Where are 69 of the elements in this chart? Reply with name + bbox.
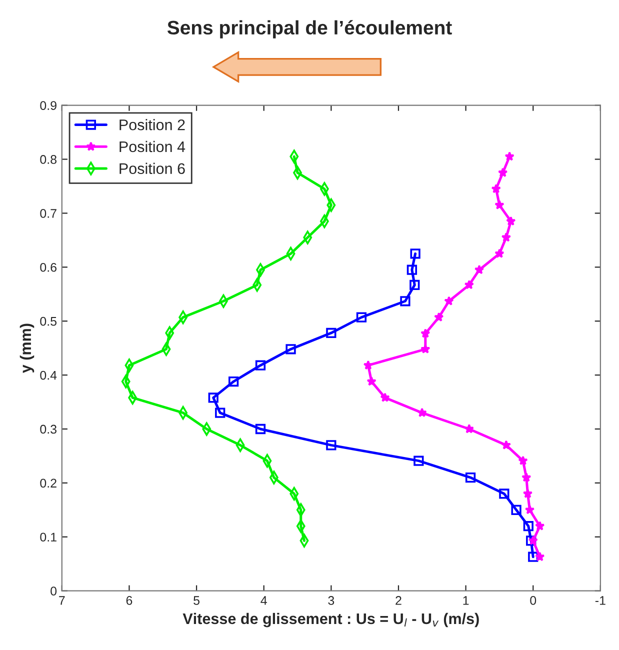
y-tick-label: 0 bbox=[50, 586, 57, 596]
point bbox=[366, 376, 376, 386]
point bbox=[356, 312, 367, 322]
point bbox=[255, 424, 266, 434]
point bbox=[491, 184, 501, 194]
y-tick-label: 0.5 bbox=[40, 316, 57, 326]
x-tick-label: 1 bbox=[463, 596, 469, 605]
point bbox=[498, 168, 508, 178]
point bbox=[400, 296, 410, 306]
point bbox=[326, 440, 336, 450]
point bbox=[380, 392, 390, 402]
y-tick-label: 0.1 bbox=[40, 532, 56, 542]
point bbox=[406, 264, 418, 275]
y-tick-label: 0.4 bbox=[40, 370, 57, 380]
x-tick-label: 3 bbox=[328, 596, 334, 605]
y-tick-label: 0.3 bbox=[40, 424, 56, 434]
point bbox=[410, 280, 420, 290]
point bbox=[494, 248, 504, 258]
chart-title: Sens principal de l’écoulement bbox=[167, 20, 452, 38]
legend-label: Position 6 bbox=[120, 162, 185, 174]
point bbox=[501, 232, 512, 242]
point bbox=[534, 552, 545, 562]
point bbox=[420, 344, 430, 354]
point bbox=[518, 456, 528, 466]
x-axis-title: Vitesse de glissement : Us = U$_{l}$ - U$_{v}$ (m/s) bbox=[182, 612, 479, 628]
legend-label: Position 4 bbox=[120, 140, 186, 152]
x-tick-label: 0 bbox=[530, 596, 536, 605]
point bbox=[464, 424, 474, 434]
point bbox=[511, 504, 522, 515]
point bbox=[494, 200, 504, 210]
point bbox=[499, 488, 510, 499]
point bbox=[524, 504, 535, 514]
point bbox=[420, 328, 430, 338]
y-tick-label: 0.9 bbox=[40, 101, 56, 110]
x-tick-label: 2 bbox=[396, 596, 402, 605]
legend-label: Position 2 bbox=[120, 119, 185, 130]
y-axis-title: y (mm) bbox=[20, 324, 34, 373]
point bbox=[465, 472, 476, 483]
y-tick-label: 0.8 bbox=[40, 155, 56, 164]
point bbox=[215, 408, 226, 418]
point bbox=[414, 456, 424, 466]
point bbox=[286, 344, 296, 354]
point bbox=[506, 216, 516, 226]
point bbox=[464, 280, 474, 290]
point bbox=[522, 488, 533, 498]
y-tick-label: 0.2 bbox=[40, 478, 56, 488]
point bbox=[528, 552, 538, 562]
x-tick-label: 7 bbox=[59, 596, 65, 605]
point bbox=[363, 360, 374, 370]
point bbox=[504, 151, 514, 161]
point bbox=[255, 360, 266, 370]
point bbox=[444, 296, 454, 306]
point bbox=[228, 376, 239, 387]
point bbox=[417, 408, 427, 418]
point bbox=[410, 248, 420, 259]
x-tick-label: 6 bbox=[126, 596, 132, 605]
point bbox=[522, 472, 532, 482]
y-tick-label: 0.7 bbox=[40, 209, 56, 218]
point bbox=[208, 392, 218, 403]
point bbox=[501, 440, 512, 450]
point bbox=[523, 521, 534, 532]
point bbox=[326, 328, 336, 338]
x-tick-label: 4 bbox=[260, 596, 267, 605]
point bbox=[474, 264, 484, 274]
x-tick-label: -1 bbox=[595, 596, 606, 605]
x-tick-label: 5 bbox=[194, 596, 200, 605]
point bbox=[534, 521, 545, 530]
y-tick-label: 0.6 bbox=[40, 262, 56, 272]
point bbox=[434, 312, 444, 322]
